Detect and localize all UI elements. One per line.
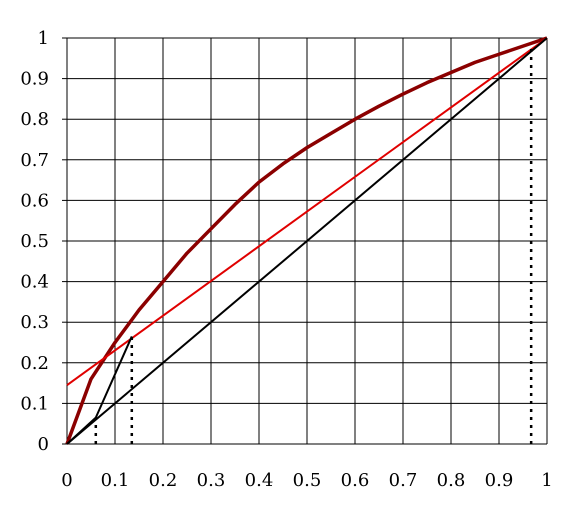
series-line-2 bbox=[66, 37, 548, 386]
x-tick-label: 0.3 bbox=[197, 470, 226, 491]
plot-series bbox=[65, 36, 548, 445]
x-tick-label: 0.4 bbox=[245, 470, 274, 491]
y-tick-label: 0.7 bbox=[20, 150, 49, 171]
x-tick-label: 0.8 bbox=[437, 470, 466, 491]
y-tick-label: 1 bbox=[38, 28, 49, 49]
x-tick-label: 0.1 bbox=[101, 470, 130, 491]
y-tick-label: 0.9 bbox=[20, 69, 49, 90]
series-line-1 bbox=[65, 36, 548, 445]
series-line-4 bbox=[66, 336, 133, 445]
y-tick-label: 0.5 bbox=[20, 231, 49, 252]
y-tick-label: 0.8 bbox=[20, 109, 49, 130]
y-tick-label: 0.1 bbox=[20, 393, 49, 414]
x-tick-label: 0.5 bbox=[293, 470, 322, 491]
grid bbox=[62, 37, 548, 445]
x-tick-label: 0.2 bbox=[149, 470, 178, 491]
y-axis-tick-labels: 0 0.1 0.2 0.3 0.4 0.5 0.6 0.7 0.8 0.9 1 bbox=[20, 28, 49, 455]
x-tick-label: 1 bbox=[541, 470, 552, 491]
y-tick-label: 0.3 bbox=[20, 312, 49, 333]
y-tick-label: 0.6 bbox=[20, 190, 49, 211]
y-tick-label: 0 bbox=[38, 434, 49, 455]
series-line-3 bbox=[66, 37, 548, 445]
x-tick-label: 0.7 bbox=[389, 470, 418, 491]
x-tick-label: 0.6 bbox=[341, 470, 370, 491]
x-tick-label: 0 bbox=[61, 470, 72, 491]
y-tick-label: 0.2 bbox=[20, 353, 49, 374]
x-axis-tick-labels: 0 0.1 0.2 0.3 0.4 0.5 0.6 0.7 0.8 0.9 1 bbox=[61, 470, 552, 491]
y-tick-label: 0.4 bbox=[20, 272, 49, 293]
x-tick-label: 0.9 bbox=[485, 470, 514, 491]
